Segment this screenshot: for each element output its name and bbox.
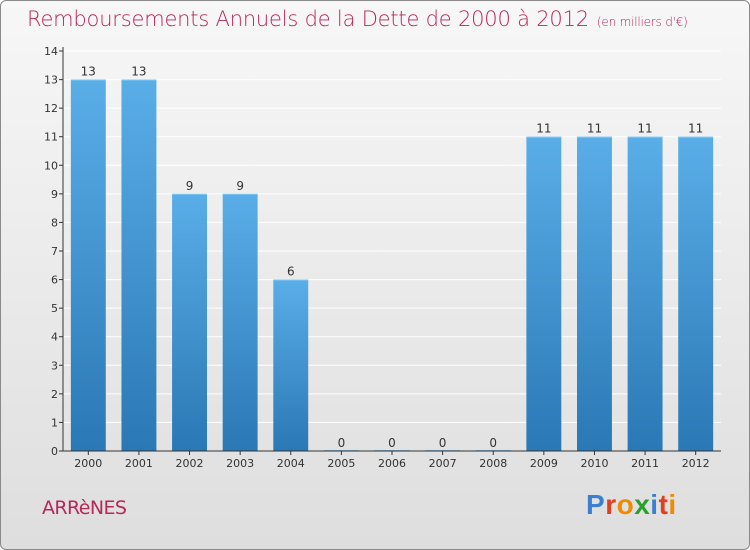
bar-2011 xyxy=(627,136,663,451)
bar-2012 xyxy=(678,136,714,451)
data-label-2001: 13 xyxy=(131,65,146,79)
logo-letter: t xyxy=(658,489,669,520)
x-tick-label-2006: 2006 xyxy=(378,457,406,470)
x-tick-label-2003: 2003 xyxy=(226,457,254,470)
y-tick-label: 11 xyxy=(44,131,58,144)
bar-2003 xyxy=(222,193,258,451)
bars xyxy=(70,79,714,452)
x-tick-label-2007: 2007 xyxy=(429,457,457,470)
data-label-2012: 11 xyxy=(688,122,703,136)
y-tick-label: 8 xyxy=(51,216,58,229)
x-tick-label-2011: 2011 xyxy=(631,457,659,470)
bar-2010 xyxy=(576,136,612,451)
bar-2001 xyxy=(121,79,157,452)
x-tick-label-2009: 2009 xyxy=(530,457,558,470)
data-label-2010: 11 xyxy=(587,122,602,136)
logo-letter: o xyxy=(616,489,635,520)
y-tick-label: 4 xyxy=(51,331,58,344)
logo-letter: P xyxy=(586,489,606,520)
y-tick-label: 2 xyxy=(51,388,58,401)
data-label-2003: 9 xyxy=(236,179,244,193)
x-tick-label-2004: 2004 xyxy=(277,457,305,470)
commune-name: ARRèNES xyxy=(42,497,127,519)
data-labels: 13 13 9 9 6 0 0 0 0 11 11 11 11 xyxy=(81,65,704,450)
x-tick-label-2002: 2002 xyxy=(176,457,204,470)
data-label-2002: 9 xyxy=(186,179,194,193)
chart-subtitle: (en milliers d'€) xyxy=(596,15,688,29)
x-tick-label-2000: 2000 xyxy=(74,457,102,470)
data-label-2011: 11 xyxy=(637,122,652,136)
data-label-2004: 6 xyxy=(287,265,295,279)
logo-letter: i xyxy=(668,489,677,520)
y-tick-label: 10 xyxy=(44,159,58,172)
data-label-2006: 0 xyxy=(388,436,396,450)
y-tick-label: 12 xyxy=(44,102,58,115)
y-tick-label: 3 xyxy=(51,359,58,372)
chart-title-text: Remboursements Annuels de la Dette de 20… xyxy=(27,7,589,31)
data-label-2005: 0 xyxy=(338,436,346,450)
data-label-2008: 0 xyxy=(489,436,497,450)
chart-title: Remboursements Annuels de la Dette de 20… xyxy=(27,7,688,31)
logo-letter: i xyxy=(650,489,659,520)
x-tick-label-2010: 2010 xyxy=(580,457,608,470)
y-tick-label: 5 xyxy=(51,302,58,315)
bar-2009 xyxy=(526,136,562,451)
logo-letter: r xyxy=(605,489,617,520)
grid-lines xyxy=(63,50,721,423)
y-tick-label: 13 xyxy=(44,74,58,87)
y-tick-label: 9 xyxy=(51,188,58,201)
logo-letter: x xyxy=(634,489,651,520)
x-tick-label-2012: 2012 xyxy=(682,457,710,470)
bar-2004 xyxy=(273,279,309,451)
proxiti-logo[interactable]: Proxiti xyxy=(586,489,696,523)
y-tick-label: 1 xyxy=(51,416,58,429)
x-tick-label-2008: 2008 xyxy=(479,457,507,470)
y-tick-label: 6 xyxy=(51,274,58,287)
data-label-2007: 0 xyxy=(439,436,447,450)
bar-2002 xyxy=(172,193,208,451)
y-tick-label: 0 xyxy=(51,445,58,458)
x-tick-label-2005: 2005 xyxy=(327,457,355,470)
x-tick-label-2001: 2001 xyxy=(125,457,153,470)
bar-2000 xyxy=(70,79,106,452)
y-tick-label: 7 xyxy=(51,245,58,258)
data-label-2009: 11 xyxy=(536,122,551,136)
y-tick-label: 14 xyxy=(44,45,58,58)
data-label-2000: 13 xyxy=(81,65,96,79)
